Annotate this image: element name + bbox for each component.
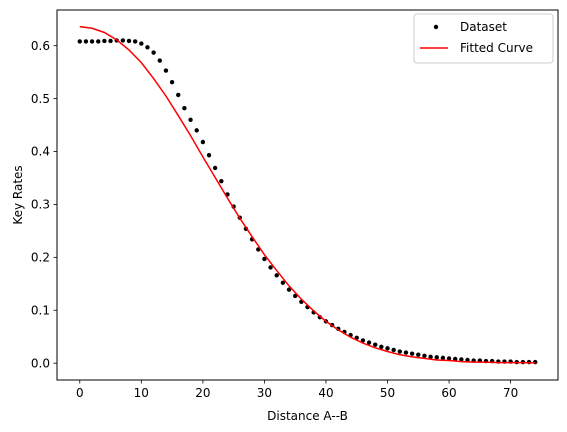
- data-point: [151, 50, 156, 55]
- data-point: [286, 287, 292, 292]
- data-point: [416, 352, 421, 357]
- data-point: [120, 38, 126, 43]
- x-tick-label: 70: [503, 386, 518, 400]
- legend-label-dataset: Dataset: [460, 20, 507, 34]
- data-point: [77, 39, 82, 44]
- data-point: [453, 356, 458, 362]
- data-point: [379, 344, 384, 349]
- data-point: [533, 359, 538, 365]
- data-point: [145, 45, 150, 50]
- data-point: [446, 356, 452, 361]
- y-tick-label: 0.4: [31, 145, 50, 159]
- data-point: [440, 355, 446, 361]
- data-point: [385, 346, 390, 351]
- data-point: [176, 92, 181, 98]
- x-axis-label: Distance A--B: [267, 409, 348, 423]
- x-tick-label: 50: [380, 386, 395, 400]
- legend-box: [413, 13, 554, 64]
- x-tick-label: 30: [257, 386, 272, 400]
- x-tick-label: 20: [195, 386, 210, 400]
- data-point: [163, 68, 169, 73]
- data-point: [132, 39, 138, 44]
- data-point: [182, 105, 187, 111]
- data-point: [274, 273, 279, 278]
- data-point: [102, 38, 107, 44]
- data-point: [83, 39, 89, 44]
- x-tick-label: 0: [76, 386, 84, 400]
- data-point: [212, 165, 218, 171]
- axes-frame: [56, 9, 559, 381]
- y-tick-label: 0.6: [31, 39, 50, 53]
- y-tick-label: 0.2: [31, 251, 50, 265]
- plot-area: [77, 25, 538, 365]
- data-point: [139, 41, 144, 46]
- y-tick-label: 0.5: [31, 92, 50, 106]
- data-point: [96, 39, 101, 44]
- data-point: [292, 293, 298, 299]
- y-axis-ticks: 0.0 0.1 0.2 0.3 0.4 0.5 0.6: [31, 39, 57, 370]
- data-point: [126, 38, 132, 44]
- data-point: [373, 342, 378, 347]
- data-point: [397, 349, 403, 354]
- data-point: [89, 39, 95, 44]
- data-point: [403, 350, 409, 355]
- x-tick-label: 60: [441, 386, 456, 400]
- legend: Dataset Fitted Curve: [413, 13, 554, 64]
- data-point: [219, 178, 224, 184]
- legend-label-fitted-curve: Fitted Curve: [460, 41, 533, 55]
- data-point: [366, 340, 372, 345]
- data-point: [268, 265, 273, 270]
- data-point: [434, 355, 439, 360]
- x-tick-label: 10: [134, 386, 149, 400]
- data-point: [409, 351, 415, 356]
- data-point: [459, 357, 464, 362]
- data-point: [108, 38, 113, 44]
- y-axis-label: Key Rates: [11, 165, 25, 224]
- data-point: [391, 347, 396, 353]
- data-point: [422, 353, 427, 358]
- data-point: [262, 256, 267, 262]
- y-tick-label: 0.0: [31, 356, 50, 370]
- x-tick-label: 40: [318, 386, 333, 400]
- data-point: [206, 153, 212, 158]
- data-point: [169, 80, 175, 85]
- data-point: [200, 139, 206, 145]
- x-axis-ticks: 0 10 20 30 40 50 60 70: [76, 380, 518, 400]
- data-point: [194, 128, 199, 133]
- data-point: [188, 117, 193, 122]
- data-point: [280, 280, 286, 285]
- legend-marker-dataset: [433, 24, 439, 30]
- data-point: [157, 58, 162, 63]
- data-point: [360, 338, 366, 343]
- y-tick-label: 0.3: [31, 198, 50, 212]
- fitted-curve-line: [79, 25, 536, 364]
- y-tick-label: 0.1: [31, 303, 50, 317]
- data-point: [428, 354, 433, 360]
